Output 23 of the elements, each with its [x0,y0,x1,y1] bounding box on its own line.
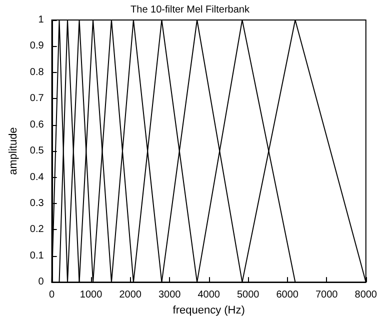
y-tick-label: 0 [38,276,44,288]
y-tick-label: 0.2 [30,224,44,236]
x-tick-label: 1000 [80,290,103,301]
x-tick-label: 8000 [354,290,378,301]
y-tick-label: 0.6 [30,119,44,130]
y-tick-label: 0.3 [30,198,44,209]
y-tick-label: 0.7 [30,93,44,104]
x-tick-label: 4000 [198,290,220,301]
y-tick-label: 0.9 [30,40,44,52]
x-axis-title: frequency (Hz) [172,304,245,316]
y-tick-label: 0.8 [30,66,44,78]
y-axis-title: amplitude [8,127,20,175]
chart-title: The 10-filter Mel Filterbank [130,4,250,16]
x-tick-label: 5000 [236,290,260,301]
x-tick-label: 0 [49,290,56,301]
x-tick-label: 6000 [276,290,299,301]
x-tick-label: 7000 [315,290,338,301]
x-tick-label: 3000 [158,290,182,301]
y-tick-label: 1 [38,14,44,26]
y-tick-label: 0.4 [30,172,44,183]
x-tick-label: 2000 [119,290,142,301]
y-tick-label: 0.1 [30,250,44,262]
y-tick-label: 0.5 [30,146,44,157]
